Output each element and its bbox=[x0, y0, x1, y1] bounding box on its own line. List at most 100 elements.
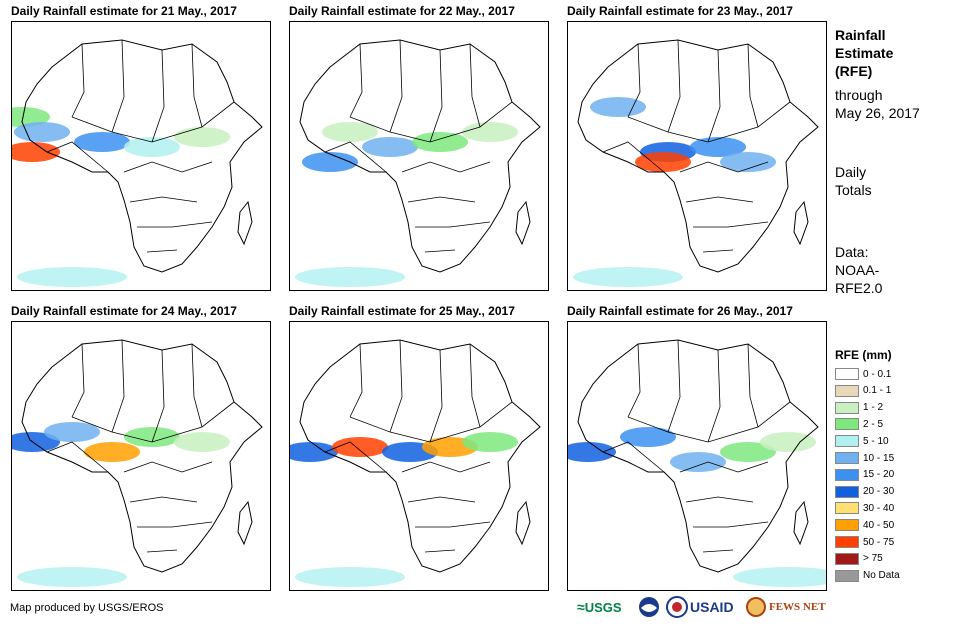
usgs-logo-text: USGS bbox=[584, 599, 622, 615]
usaid-logo-text: USAID bbox=[690, 599, 734, 615]
map-panel-2: Daily Rainfall estimate for 22 May., 201… bbox=[289, 4, 549, 291]
legend-item: 2 - 5 bbox=[835, 416, 883, 432]
legend-swatch bbox=[835, 536, 859, 548]
legend-swatch bbox=[835, 502, 859, 515]
madagascar-outline bbox=[793, 500, 809, 546]
country-border bbox=[415, 521, 491, 528]
rainfall-area bbox=[174, 432, 230, 452]
rainfall-area bbox=[44, 422, 100, 442]
country-border bbox=[111, 339, 125, 433]
map-panel-6: Daily Rainfall estimate for 26 May., 201… bbox=[567, 304, 827, 591]
legend-swatch bbox=[835, 552, 859, 565]
heading-line: (RFE) bbox=[835, 63, 873, 79]
country-border bbox=[46, 441, 109, 473]
legend-swatch bbox=[835, 384, 859, 397]
country-border bbox=[702, 249, 734, 253]
daily-totals: Daily Totals bbox=[835, 163, 872, 199]
map-panel-1: Daily Rainfall estimate for 21 May., 201… bbox=[11, 4, 271, 291]
fewsnet-logo-text: FEWS NET bbox=[769, 601, 826, 613]
country-border bbox=[407, 196, 476, 203]
data-source-line: RFE2.0 bbox=[835, 280, 883, 296]
through-label: through bbox=[835, 87, 883, 103]
rainfall-area bbox=[290, 442, 338, 462]
rainfall-area bbox=[332, 437, 388, 457]
rainfall-area bbox=[720, 152, 776, 172]
ocean-rainfall-area bbox=[295, 267, 405, 287]
legend-label: 30 - 40 bbox=[863, 502, 895, 514]
rainfall-area bbox=[620, 427, 676, 447]
usgs-wave-icon: ≈ bbox=[577, 599, 585, 615]
country-border bbox=[191, 343, 203, 428]
panel-title: Daily Rainfall estimate for 24 May., 201… bbox=[11, 304, 237, 318]
country-border bbox=[389, 339, 403, 433]
madagascar-outline bbox=[793, 200, 809, 246]
legend-swatch bbox=[835, 435, 859, 448]
legend-swatch bbox=[835, 485, 859, 498]
continent-outline bbox=[21, 339, 263, 573]
through-date: through May 26, 2017 bbox=[835, 86, 920, 122]
data-source-line: NOAA- bbox=[835, 262, 880, 278]
panel-title: Daily Rainfall estimate for 25 May., 201… bbox=[289, 304, 515, 318]
country-border bbox=[747, 43, 759, 128]
rainfall-map bbox=[11, 21, 271, 291]
legend-swatch bbox=[835, 368, 859, 380]
legend-label: 50 - 75 bbox=[863, 536, 895, 548]
panel-title: Daily Rainfall estimate for 26 May., 201… bbox=[567, 304, 793, 318]
legend-item: 5 - 10 bbox=[835, 433, 889, 449]
country-border bbox=[707, 49, 721, 143]
ocean-rainfall-area bbox=[17, 567, 127, 587]
legend-swatch bbox=[835, 519, 859, 532]
country-border bbox=[389, 39, 403, 133]
rainfall-area bbox=[568, 442, 616, 462]
rainfall-area bbox=[302, 152, 358, 172]
ocean-rainfall-area bbox=[733, 567, 826, 587]
country-border bbox=[602, 441, 665, 473]
continent-outline bbox=[577, 39, 819, 273]
legend-label: 40 - 50 bbox=[863, 519, 895, 531]
usaid-logo: USAID bbox=[666, 596, 734, 618]
country-border bbox=[747, 343, 759, 428]
country-border bbox=[627, 343, 641, 418]
country-border bbox=[424, 549, 456, 553]
rainfall-area bbox=[590, 97, 646, 117]
rainfall-area bbox=[124, 427, 180, 447]
legend-item: 50 - 75 bbox=[835, 534, 894, 550]
country-border bbox=[469, 43, 481, 128]
country-border bbox=[424, 249, 456, 253]
legend-item: No Data bbox=[835, 568, 900, 584]
noaa-emblem-icon bbox=[639, 597, 659, 617]
country-border bbox=[469, 343, 481, 428]
country-border bbox=[324, 141, 387, 173]
country-border bbox=[407, 496, 476, 503]
rainfall-area bbox=[412, 132, 468, 152]
rainfall-map bbox=[567, 21, 827, 291]
country-border bbox=[707, 349, 721, 443]
country-border bbox=[129, 496, 198, 503]
country-border bbox=[71, 101, 235, 143]
rainfall-area bbox=[635, 152, 691, 172]
fewsnet-globe-icon bbox=[746, 597, 766, 617]
country-border bbox=[137, 521, 213, 528]
map-heading: Rainfall Estimate (RFE) bbox=[835, 26, 893, 80]
country-border bbox=[415, 221, 491, 228]
rainfall-map bbox=[289, 321, 549, 591]
legend-label: 0.1 - 1 bbox=[863, 385, 892, 397]
legend-item: 15 - 20 bbox=[835, 467, 894, 483]
legend-label: 0 - 0.1 bbox=[863, 368, 892, 380]
data-source: Data: NOAA- RFE2.0 bbox=[835, 243, 882, 297]
africa-map bbox=[295, 39, 541, 287]
legend-item: 1 - 2 bbox=[835, 400, 883, 416]
legend-label: 15 - 20 bbox=[863, 469, 895, 481]
country-border bbox=[71, 343, 85, 418]
legend-item: 40 - 50 bbox=[835, 517, 894, 533]
rainfall-area bbox=[322, 122, 378, 142]
panel-title: Daily Rainfall estimate for 22 May., 201… bbox=[289, 4, 515, 18]
country-border bbox=[129, 196, 198, 203]
fewsnet-logo: FEWS NET bbox=[745, 596, 826, 618]
legend-swatch bbox=[835, 468, 859, 481]
rainfall-map bbox=[11, 321, 271, 591]
legend-swatch bbox=[835, 569, 859, 582]
madagascar-outline bbox=[515, 200, 531, 246]
daily-label: Daily bbox=[835, 164, 867, 180]
country-border bbox=[123, 461, 213, 473]
